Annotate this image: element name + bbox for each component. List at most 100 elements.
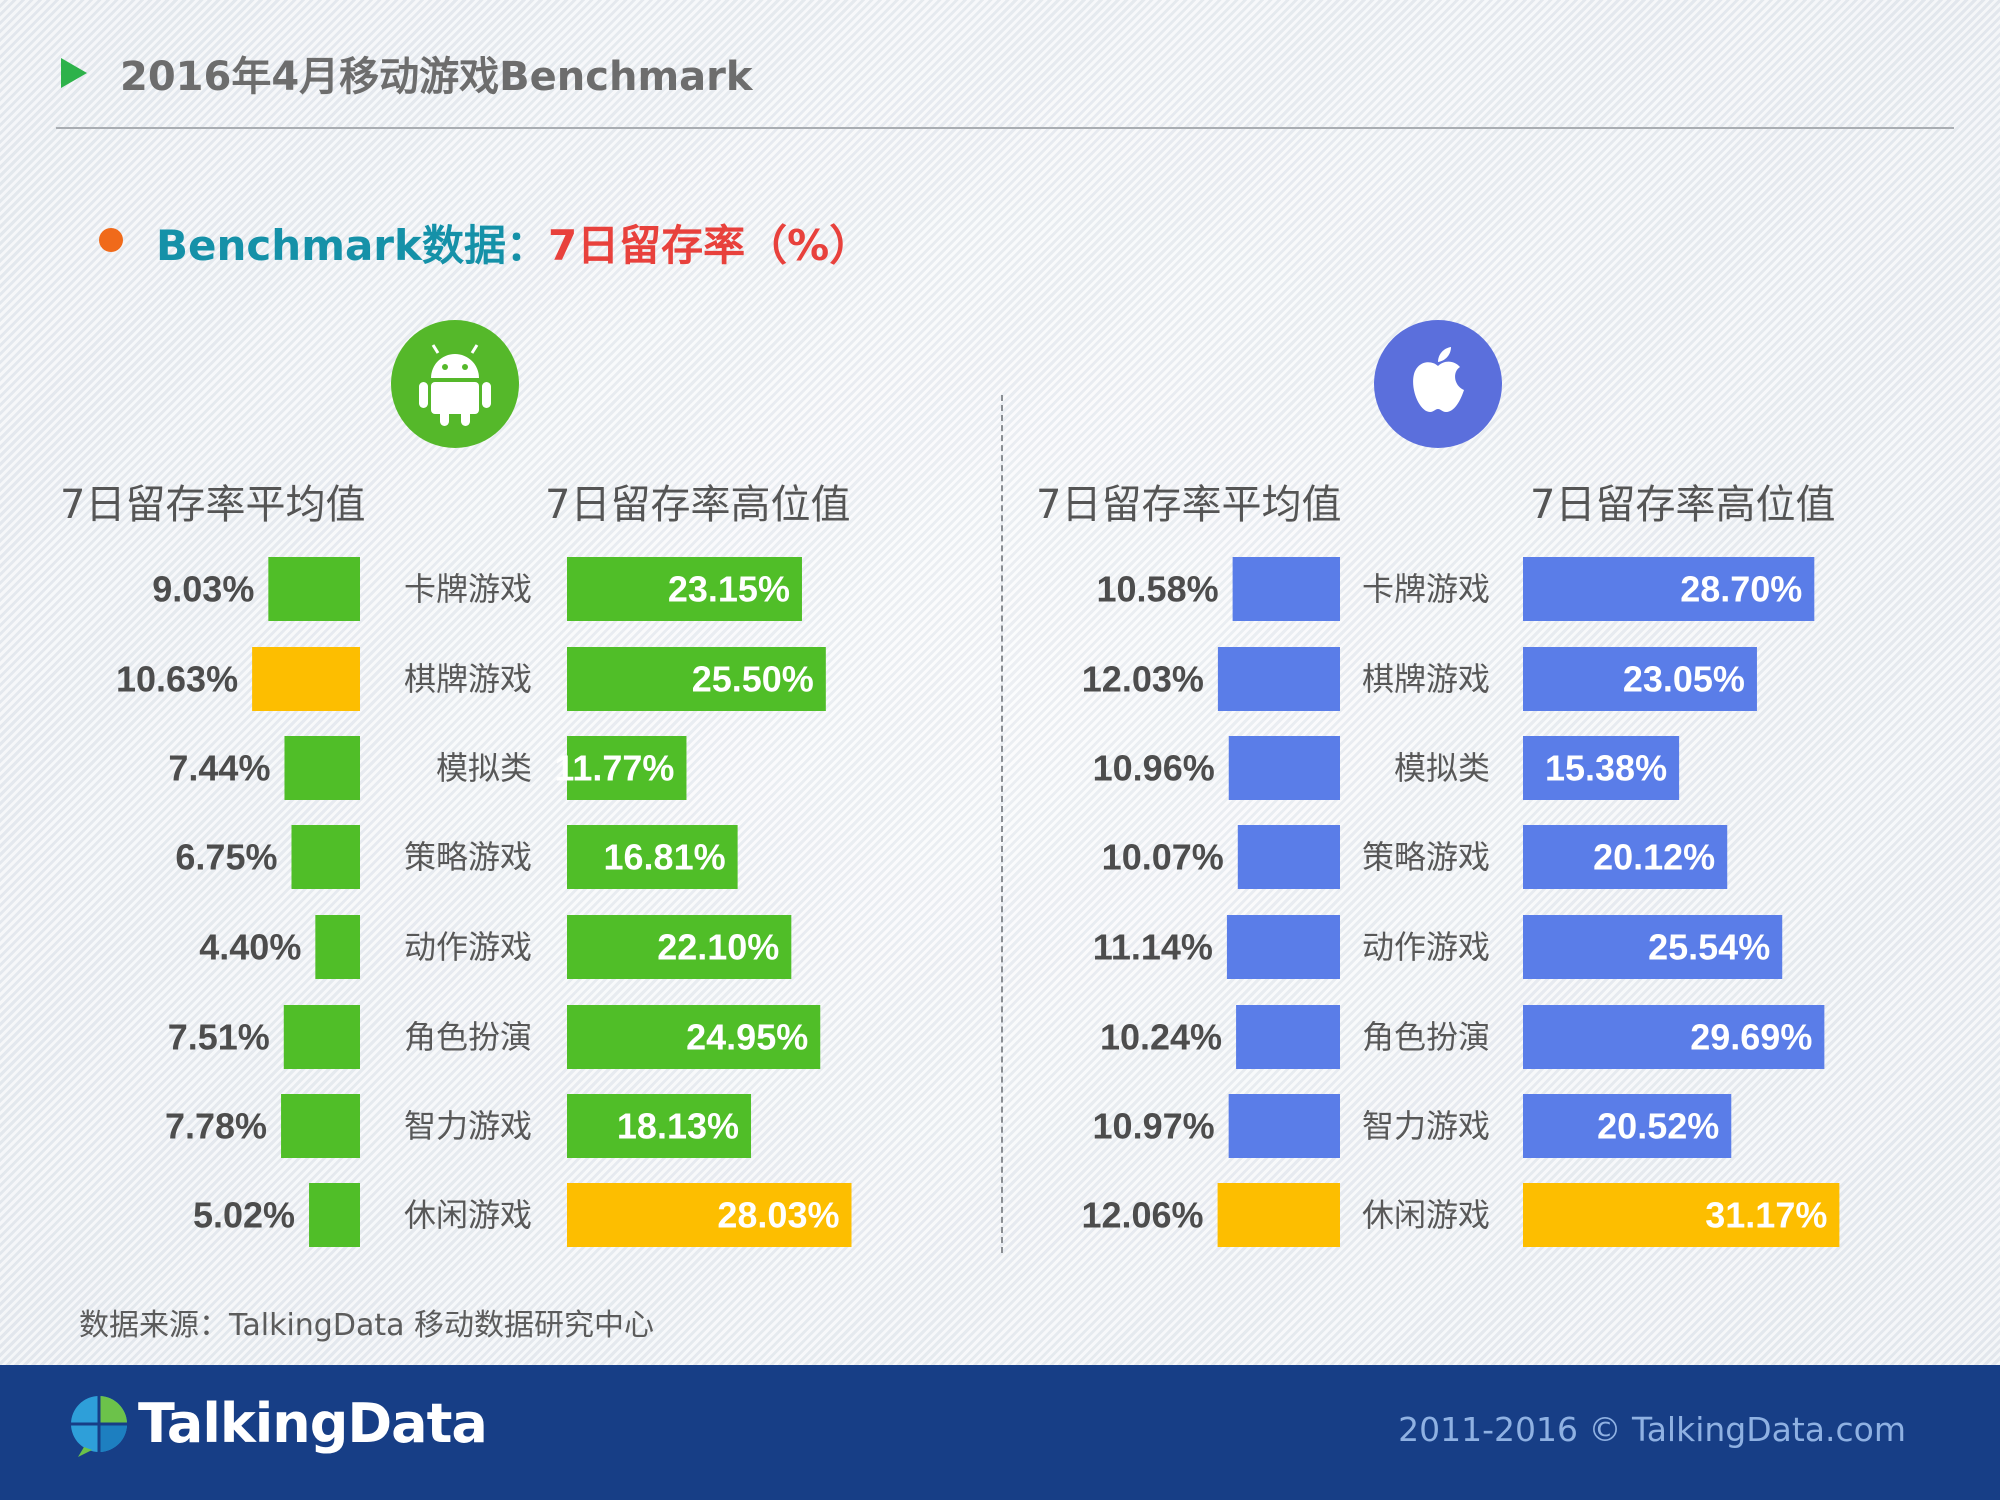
ios-category-0: 卡牌游戏	[1362, 570, 1490, 608]
android-high-bar-3	[567, 825, 738, 889]
android-avg-bar-3	[291, 825, 360, 889]
play-triangle-icon	[61, 58, 87, 88]
ios-high-label-5: 29.69%	[1690, 1017, 1812, 1058]
android-high-label-4: 22.10%	[657, 927, 779, 968]
ios-high-label-7: 31.17%	[1705, 1195, 1827, 1236]
android-avg-label-7: 5.02%	[193, 1195, 295, 1236]
android-avg-bar-0	[268, 557, 360, 621]
android-avg-bar-1	[252, 647, 360, 711]
android-avg-label-4: 4.40%	[199, 927, 301, 968]
panel-divider	[1001, 395, 1003, 1253]
ios-high-bar-2	[1523, 736, 1680, 800]
android-avg-bar-2	[284, 736, 360, 800]
android-avg-heading: 7日留存率平均值	[60, 482, 366, 528]
android-high-bar-7	[567, 1183, 852, 1247]
ios-category-6: 智力游戏	[1362, 1107, 1490, 1145]
ios-avg-bar-7	[1217, 1183, 1340, 1247]
ios-avg-label-0: 10.58%	[1097, 569, 1219, 610]
ios-high-bar-1	[1523, 647, 1757, 711]
android-high-bar-5	[567, 1005, 821, 1069]
ios-avg-label-2: 10.96%	[1093, 748, 1215, 789]
brand-name: TalkingData	[138, 1392, 488, 1455]
ios-high-heading: 7日留存率高位值	[1530, 482, 1836, 528]
apple-icon	[1374, 320, 1502, 448]
ios-avg-bar-4	[1226, 915, 1340, 979]
ios-high-bar-0	[1523, 557, 1815, 621]
chart-subtitle: Benchmark数据：7日留存率（%）	[156, 212, 871, 273]
ios-high-label-0: 28.70%	[1680, 569, 1802, 610]
ios-avg-bar-6	[1228, 1094, 1340, 1158]
copyright: 2011-2016 © TalkingData.com	[1398, 1410, 1906, 1449]
talkingdata-logo-icon	[71, 1396, 127, 1457]
android-category-6: 智力游戏	[404, 1107, 532, 1145]
android-avg-bar-4	[315, 915, 360, 979]
android-avg-label-2: 7.44%	[168, 748, 270, 789]
android-high-label-1: 25.50%	[692, 659, 814, 700]
android-avg-label-3: 6.75%	[175, 837, 277, 878]
android-high-label-3: 16.81%	[604, 837, 726, 878]
ios-avg-heading: 7日留存率平均值	[1036, 482, 1342, 528]
android-category-7: 休闲游戏	[404, 1196, 532, 1234]
ios-category-7: 休闲游戏	[1362, 1196, 1490, 1234]
ios-high-label-6: 20.52%	[1597, 1106, 1719, 1147]
footer-bar	[0, 1365, 2000, 1500]
ios-avg-bar-2	[1228, 736, 1340, 800]
android-category-5: 角色扮演	[404, 1018, 532, 1056]
android-high-label-7: 28.03%	[717, 1195, 839, 1236]
android-avg-label-1: 10.63%	[116, 659, 238, 700]
ios-high-bar-5	[1523, 1005, 1825, 1069]
ios-high-bar-6	[1523, 1094, 1732, 1158]
ios-avg-label-1: 12.03%	[1082, 659, 1204, 700]
android-high-bar-1	[567, 647, 826, 711]
ios-high-label-2: 15.38%	[1545, 748, 1667, 789]
ios-avg-label-4: 11.14%	[1093, 927, 1213, 968]
ios-avg-label-6: 10.97%	[1093, 1106, 1215, 1147]
android-high-label-2: 11.77%	[554, 748, 674, 789]
android-high-bar-0	[567, 557, 802, 621]
ios-high-bar-4	[1523, 915, 1783, 979]
source-note: 数据来源：TalkingData 移动数据研究中心	[79, 1308, 655, 1343]
android-avg-label-6: 7.78%	[165, 1106, 267, 1147]
ios-category-5: 角色扮演	[1362, 1018, 1490, 1056]
android-category-2: 模拟类	[436, 749, 532, 787]
bullet-dot-icon	[99, 228, 123, 252]
android-avg-label-5: 7.51%	[168, 1017, 270, 1058]
android-category-0: 卡牌游戏	[404, 570, 532, 608]
android-category-1: 棋牌游戏	[404, 660, 532, 698]
android-high-bar-6	[567, 1094, 752, 1158]
ios-high-label-3: 20.12%	[1593, 837, 1715, 878]
ios-avg-label-5: 10.24%	[1100, 1017, 1222, 1058]
android-high-bar-4	[567, 915, 792, 979]
android-avg-bar-7	[309, 1183, 360, 1247]
ios-avg-bar-0	[1232, 557, 1340, 621]
ios-avg-label-3: 10.07%	[1102, 837, 1224, 878]
android-high-label-6: 18.13%	[617, 1106, 739, 1147]
ios-high-bar-7	[1523, 1183, 1840, 1247]
ios-avg-bar-5	[1236, 1005, 1340, 1069]
android-high-heading: 7日留存率高位值	[545, 482, 851, 528]
android-icon	[391, 320, 519, 448]
page-title: 2016年4月移动游戏Benchmark	[120, 54, 753, 100]
android-high-bar-2	[567, 736, 687, 800]
header-divider	[56, 127, 1954, 129]
android-high-label-5: 24.95%	[686, 1017, 808, 1058]
ios-category-3: 策略游戏	[1362, 838, 1490, 876]
ios-high-label-1: 23.05%	[1623, 659, 1745, 700]
ios-avg-bar-1	[1217, 647, 1340, 711]
android-category-3: 策略游戏	[404, 838, 532, 876]
ios-category-2: 模拟类	[1394, 749, 1490, 787]
ios-category-1: 棋牌游戏	[1362, 660, 1490, 698]
android-avg-bar-6	[281, 1094, 360, 1158]
ios-category-4: 动作游戏	[1362, 928, 1490, 966]
subtitle-part1: Benchmark数据：	[156, 221, 548, 270]
ios-high-bar-3	[1523, 825, 1728, 889]
android-high-label-0: 23.15%	[668, 569, 790, 610]
android-category-4: 动作游戏	[404, 928, 532, 966]
android-avg-label-0: 9.03%	[152, 569, 254, 610]
ios-avg-bar-3	[1237, 825, 1340, 889]
ios-high-label-4: 25.54%	[1648, 927, 1770, 968]
ios-avg-label-7: 12.06%	[1081, 1195, 1203, 1236]
subtitle-part2: 7日留存率（%）	[547, 221, 872, 270]
android-avg-bar-5	[283, 1005, 360, 1069]
